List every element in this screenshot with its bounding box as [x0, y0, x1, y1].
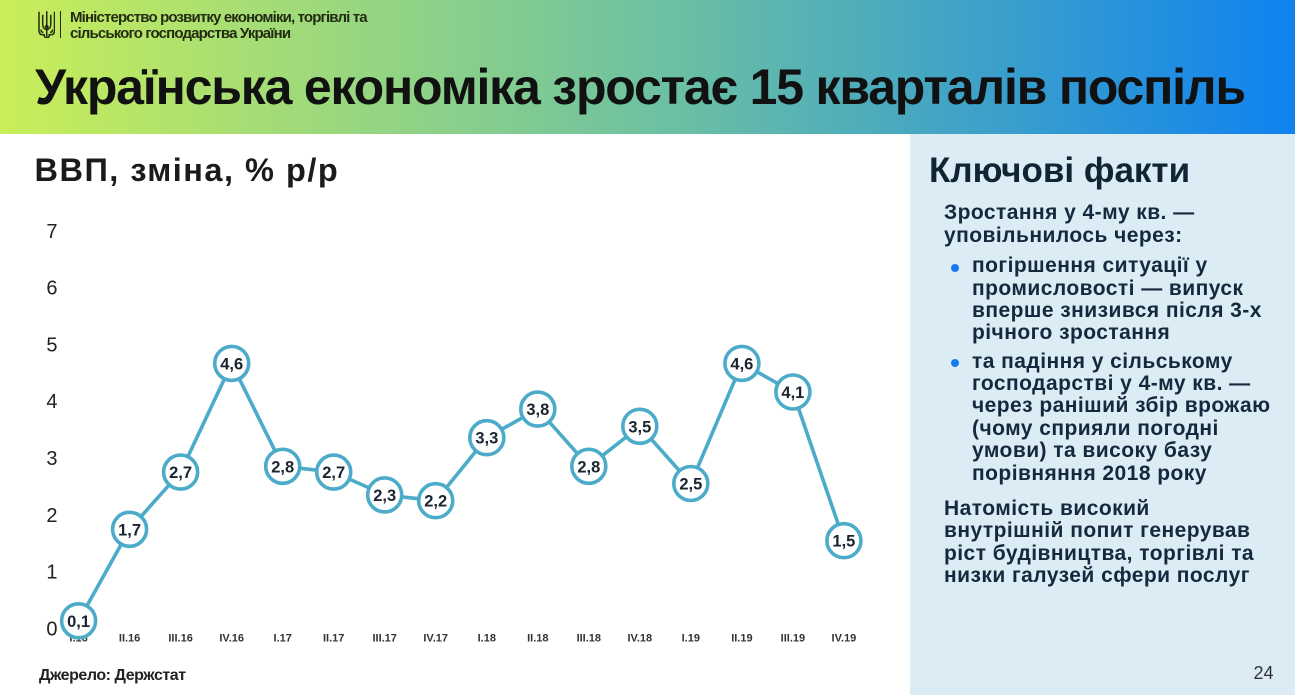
svg-text:2,5: 2,5	[679, 476, 702, 494]
svg-text:4,6: 4,6	[220, 355, 243, 373]
svg-text:IV.19: IV.19	[832, 633, 857, 645]
svg-text:III.19: III.19	[781, 633, 805, 645]
svg-text:2: 2	[46, 505, 57, 527]
svg-text:1,7: 1,7	[118, 521, 141, 539]
svg-text:0: 0	[46, 618, 57, 640]
svg-text:III.17: III.17	[372, 633, 396, 645]
svg-text:2,7: 2,7	[322, 464, 345, 482]
svg-text:1: 1	[46, 562, 57, 584]
svg-text:II.17: II.17	[323, 633, 344, 645]
svg-text:0,1: 0,1	[67, 613, 90, 631]
svg-text:4,1: 4,1	[781, 384, 804, 402]
svg-text:III.16: III.16	[168, 633, 192, 645]
svg-text:2,3: 2,3	[373, 487, 396, 505]
svg-text:3,5: 3,5	[628, 418, 651, 436]
svg-text:II.19: II.19	[731, 633, 752, 645]
svg-text:I.18: I.18	[478, 633, 496, 645]
svg-text:I.19: I.19	[682, 633, 700, 645]
svg-text:IV.18: IV.18	[627, 633, 652, 645]
svg-text:2,2: 2,2	[424, 493, 447, 511]
svg-text:II.16: II.16	[119, 633, 140, 645]
svg-text:III.18: III.18	[577, 633, 601, 645]
svg-text:II.18: II.18	[527, 633, 548, 645]
svg-text:6: 6	[46, 278, 57, 300]
svg-text:2,8: 2,8	[271, 458, 294, 476]
svg-text:2,7: 2,7	[169, 464, 192, 482]
svg-text:7: 7	[46, 221, 57, 243]
svg-text:3,8: 3,8	[526, 401, 549, 419]
svg-text:3,3: 3,3	[475, 430, 498, 448]
svg-text:5: 5	[46, 334, 57, 356]
svg-text:4: 4	[46, 391, 57, 413]
svg-text:IV.16: IV.16	[219, 633, 244, 645]
svg-text:I.17: I.17	[274, 633, 292, 645]
svg-text:2,8: 2,8	[577, 458, 600, 476]
svg-text:3: 3	[46, 448, 57, 470]
svg-text:IV.17: IV.17	[423, 633, 448, 645]
svg-text:4,6: 4,6	[730, 355, 753, 373]
svg-text:1,5: 1,5	[832, 533, 855, 551]
